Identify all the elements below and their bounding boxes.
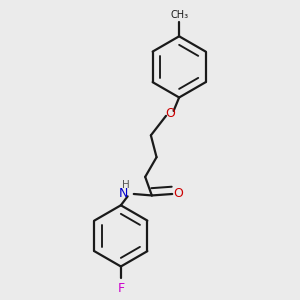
Text: O: O [174,187,184,200]
Text: O: O [165,107,175,120]
Text: H: H [122,180,130,190]
Text: CH₃: CH₃ [170,10,188,20]
Text: N: N [119,188,128,200]
Text: F: F [117,282,124,295]
